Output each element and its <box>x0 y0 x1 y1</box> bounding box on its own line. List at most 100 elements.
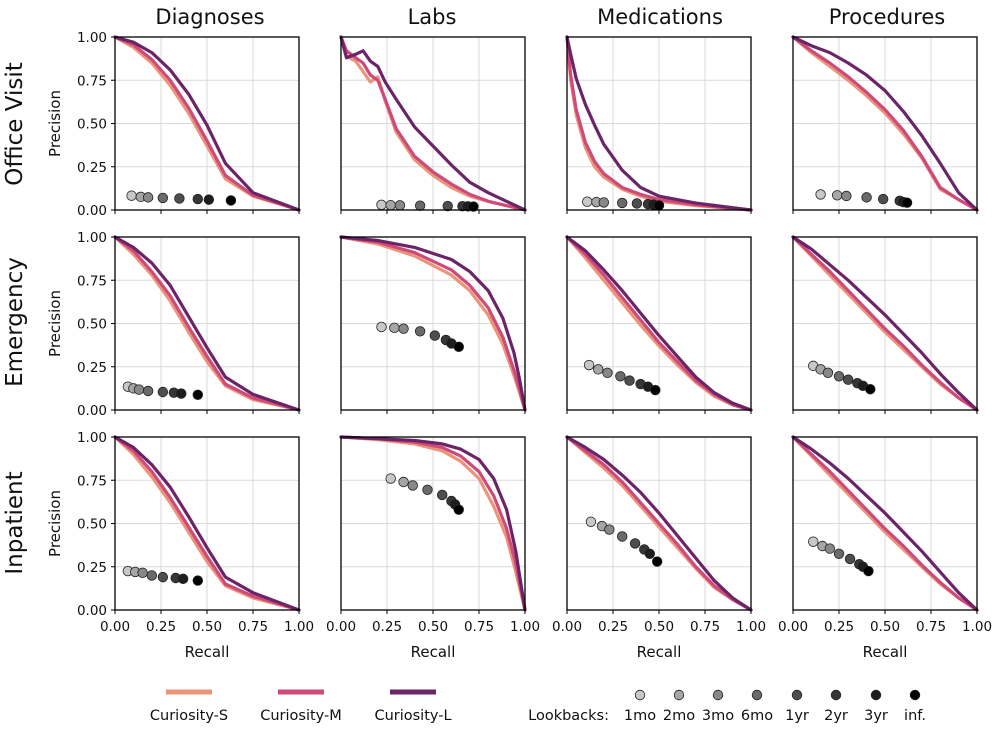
y-tick-label: 1.00 <box>77 30 107 46</box>
lookback-point-inf <box>468 201 479 212</box>
lookback-point-inf <box>192 389 204 400</box>
panel-office-visit-labs <box>339 35 527 214</box>
curve-curiosity-l <box>339 235 527 412</box>
curve-curiosity-m <box>113 435 301 612</box>
x-tick-label: 0.75 <box>916 619 946 635</box>
y-tick-label: 0.50 <box>77 517 107 533</box>
y-tick-label: 0.75 <box>77 473 107 489</box>
x-axis-label: Recall <box>863 643 908 661</box>
lookback-point-6mo <box>617 197 628 209</box>
lookback-point-2mo <box>385 199 396 211</box>
lookback-point-1yr <box>157 571 169 583</box>
lookback-point-1yr <box>877 193 889 205</box>
curve-curiosity-l <box>791 235 979 412</box>
lookback-point-3mo <box>398 323 409 334</box>
column-titles: Diagnoses Labs Medications Procedures <box>155 5 945 29</box>
legend-label-lookback-1mo: 1mo <box>624 708 656 724</box>
x-tick-label: 1.00 <box>284 619 314 635</box>
legend-marker-lookback-inf <box>909 689 921 701</box>
lookback-point-6mo <box>414 326 426 337</box>
curve-curiosity-l <box>339 435 527 612</box>
legend-marker-lookback-1yr <box>791 689 803 701</box>
lookback-point-1mo <box>585 516 597 527</box>
column-title-medications: Medications <box>597 5 723 29</box>
panel-emergency-medications <box>565 235 753 414</box>
panel-inpatient-procedures: 0.00 0.25 0.50 0.75 1.00 Recall <box>778 435 992 661</box>
x-tick-label: 0.25 <box>598 619 628 635</box>
lookback-point-1yr <box>157 386 169 398</box>
x-tick-label: 0.50 <box>644 619 674 635</box>
lookback-point-3mo <box>142 192 154 203</box>
legend-label-lookback-1yr: 1yr <box>785 708 809 724</box>
lookback-point-6mo <box>861 192 872 203</box>
lookback-point-inf <box>453 341 464 353</box>
x-tick-label: 0.25 <box>824 619 854 635</box>
legend-label-lookback-2yr: 2yr <box>824 708 848 724</box>
y-tick-label: 0.00 <box>77 403 107 419</box>
y-axis-label: Precision <box>46 490 64 557</box>
lookback-legend: 1mo 2mo 3mo 6mo 1yr 2yr 3yr inf. <box>624 689 926 724</box>
lookback-point-1yr <box>629 538 641 549</box>
legend-label-lookback-inf: inf. <box>904 708 926 724</box>
curve-curiosity-m <box>565 35 753 212</box>
column-title-procedures: Procedures <box>829 5 945 29</box>
lookback-point-3yr <box>176 388 187 399</box>
panel-office-visit-procedures <box>791 35 979 214</box>
panel-inpatient-diagnoses: 0.000.00 0.25 0.25 0.50 0.50 0.75 0.75 1.00 1.00… <box>46 430 314 661</box>
lookback-point-1yr <box>174 193 185 204</box>
x-tick-label: 0.75 <box>690 619 720 635</box>
row-title-office-visit: Office Visit <box>2 62 28 185</box>
lookback-point-1yr <box>624 375 635 386</box>
lookback-point-3mo <box>598 197 610 208</box>
curve-curiosity-l <box>791 435 979 612</box>
curve-curiosity-m <box>791 435 979 612</box>
lookback-point-2mo <box>831 190 843 201</box>
y-tick-label: 0.75 <box>77 273 107 289</box>
lookback-point-1yr <box>631 198 643 209</box>
lookback-point-inf <box>225 195 237 206</box>
row-title-inpatient: Inpatient <box>2 471 28 574</box>
lookback-point-1yr <box>843 374 854 385</box>
legend-label-curiosity-m: Curiosity-M <box>260 708 342 724</box>
y-tick-label: 0.25 <box>77 160 107 176</box>
curve-curiosity-l <box>113 35 301 212</box>
lookback-point-6mo <box>414 200 426 211</box>
panel-emergency-diagnoses: 0.00 0.25 0.50 0.75 1.00 Precision <box>46 230 301 419</box>
lookback-point-6mo <box>833 371 845 382</box>
panel-emergency-labs <box>339 235 527 414</box>
y-axis-label: Precision <box>46 290 64 357</box>
curve-curiosity-m <box>791 235 979 412</box>
lookback-point-inf <box>863 565 874 577</box>
lookback-point-3yr <box>203 194 215 205</box>
y-tick-label: 0.75 <box>77 73 107 89</box>
x-tick-label: 1.00 <box>736 619 766 635</box>
x-tick-label: 0.75 <box>238 619 268 635</box>
curve-curiosity-l <box>113 435 301 612</box>
lookback-point-inf <box>653 200 665 211</box>
y-tick-label: 0.00 <box>77 603 107 619</box>
lookback-point-inf <box>865 384 876 395</box>
legend-marker-lookback-3mo <box>712 689 724 701</box>
y-tick-label: 1.00 <box>77 430 107 446</box>
legend-lookbacks-title: Lookbacks: <box>528 708 609 724</box>
legend-label-curiosity-s: Curiosity-S <box>150 708 228 724</box>
curve-curiosity-m <box>339 35 527 212</box>
x-tick-label: 0.25 <box>146 619 176 635</box>
panel-emergency-procedures <box>791 235 979 414</box>
x-tick-label: 1.00 <box>962 619 992 635</box>
lookback-point-2mo <box>398 476 409 488</box>
x-tick-label: 0.50 <box>418 619 448 635</box>
lookback-point-inf <box>901 197 913 208</box>
curve-curiosity-m <box>791 35 979 212</box>
curve-curiosity-m <box>339 235 527 412</box>
lookback-point-inf <box>192 575 204 586</box>
curve-curiosity-l <box>113 235 301 412</box>
legend-marker-lookback-6mo <box>751 689 763 701</box>
lookback-point-inf <box>651 556 663 567</box>
legend-label-curiosity-l: Curiosity-L <box>374 708 451 724</box>
lookback-point-1mo <box>376 199 387 211</box>
x-tick-label: 0.00 <box>552 619 582 635</box>
curve-curiosity-m <box>113 35 301 212</box>
lookback-point-1yr <box>437 489 448 501</box>
